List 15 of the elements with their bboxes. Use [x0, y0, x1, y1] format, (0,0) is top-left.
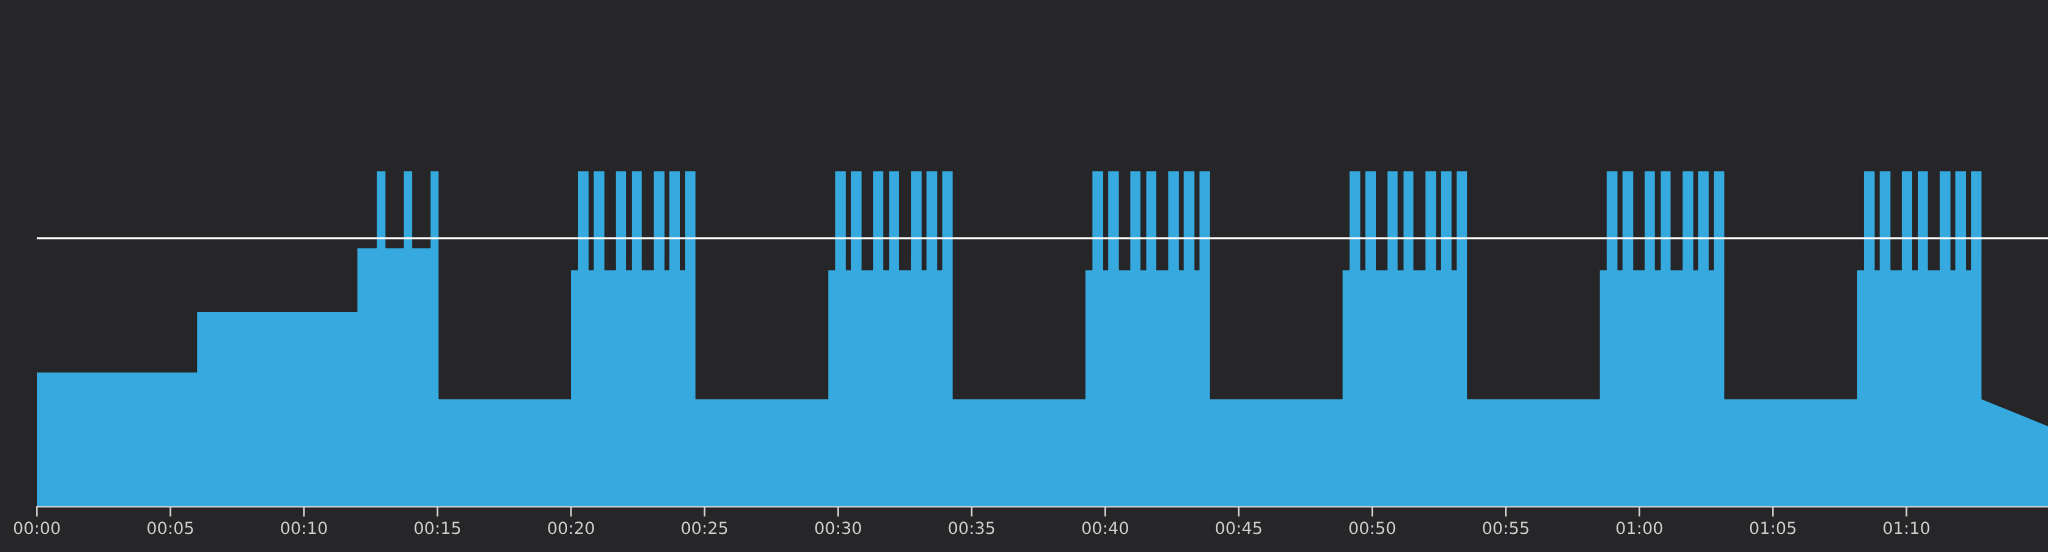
x-tick-label: 00:55 [1482, 521, 1529, 535]
x-tick-label: 01:10 [1883, 521, 1930, 535]
x-tick-label: 00:10 [281, 521, 327, 535]
x-tick-label: 00:35 [948, 521, 995, 535]
x-tick-label: 00:30 [815, 521, 862, 535]
x-tick-label: 00:25 [681, 521, 728, 535]
x-tick-label: 01:05 [1749, 521, 1796, 535]
x-tick-label: 00:20 [548, 521, 594, 535]
x-tick-label: 01:00 [1616, 521, 1663, 535]
x-tick-label: 00:45 [1215, 521, 1262, 535]
x-tick-label: 00:50 [1349, 521, 1396, 535]
x-tick-label: 00:00 [13, 521, 60, 535]
x-tick-label: 00:05 [147, 521, 193, 535]
x-tick-label: 00:15 [414, 521, 461, 535]
x-tick-label: 00:40 [1082, 521, 1129, 535]
